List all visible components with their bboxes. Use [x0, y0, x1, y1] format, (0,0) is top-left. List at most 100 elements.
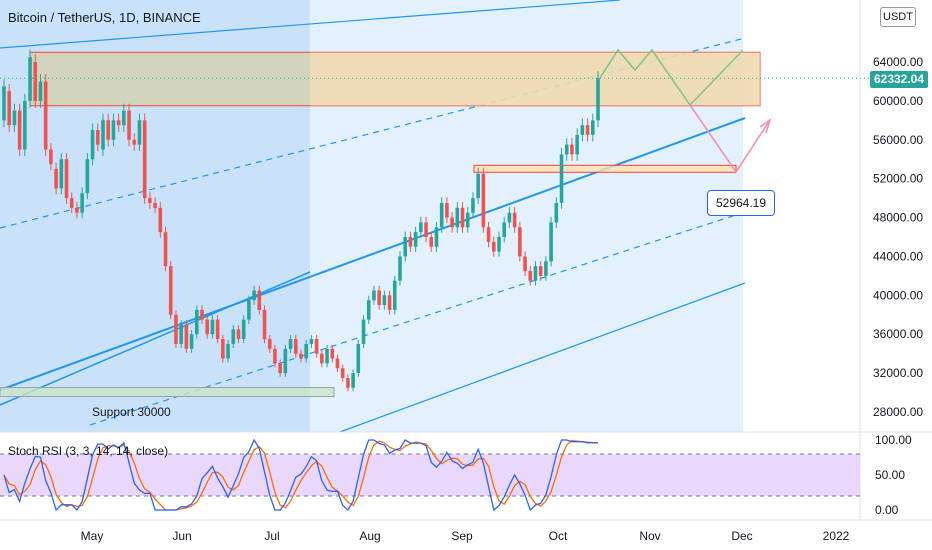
- candle-body: [403, 237, 408, 257]
- candle-body: [325, 348, 329, 364]
- candle-body: [54, 168, 58, 189]
- stoch-rsi-pane: 100.00 50.00 0.00: [0, 433, 912, 517]
- price-tick-label: 60000.00: [873, 94, 923, 108]
- candle-body: [533, 266, 538, 281]
- candle-body: [43, 81, 48, 150]
- candle-body: [361, 319, 366, 344]
- candle-body: [221, 339, 225, 359]
- resistance-zone-highlight: [310, 52, 760, 106]
- candle-body: [273, 348, 277, 364]
- candle-body: [132, 139, 137, 145]
- candle-body: [580, 125, 585, 135]
- rsi-tick-label: 50.00: [875, 468, 905, 482]
- time-tick-label: Nov: [639, 529, 660, 543]
- candle-body: [38, 81, 43, 101]
- candle-body: [215, 319, 220, 340]
- candle-body: [101, 120, 105, 150]
- candle-body: [95, 130, 100, 145]
- channel-upper-line: [0, 0, 621, 49]
- candle-body: [189, 334, 194, 349]
- candle-body: [340, 368, 345, 378]
- candle-body: [64, 159, 69, 199]
- rsi-band: [0, 454, 860, 496]
- candle-body: [538, 266, 543, 276]
- candle-body: [491, 241, 496, 252]
- candle-body: [283, 348, 288, 374]
- price-callout[interactable]: 52964.19: [707, 190, 775, 216]
- candle-body: [476, 173, 480, 199]
- candle-body: [424, 222, 428, 237]
- candle-body: [518, 227, 522, 257]
- support-label: Support 30000: [92, 405, 171, 419]
- candle-body: [445, 202, 449, 218]
- candle-body: [168, 266, 173, 315]
- candle-body: [372, 290, 376, 301]
- candle-body: [127, 110, 131, 140]
- candle-body: [564, 144, 569, 155]
- candle-body: [278, 363, 282, 374]
- candle-body: [59, 159, 64, 189]
- candle-body: [158, 207, 163, 233]
- price-tick-label: 56000.00: [873, 133, 923, 147]
- channel-lower-line: [339, 282, 746, 433]
- candle-body: [320, 353, 324, 364]
- candle-body: [460, 207, 465, 228]
- candle-body: [184, 324, 189, 349]
- channel-center-line: [0, 117, 746, 391]
- candle-body: [69, 198, 74, 208]
- projection-path: [599, 48, 744, 107]
- candle-body: [544, 261, 548, 276]
- candle-body: [75, 207, 79, 213]
- candle-body: [23, 100, 27, 150]
- chart-title: Bitcoin / TetherUS, 1D, BINANCE: [8, 10, 201, 25]
- level-box: [473, 164, 737, 173]
- time-tick-label: Aug: [359, 529, 380, 543]
- candle-body: [507, 212, 512, 223]
- candle-body: [33, 62, 38, 101]
- candles-group: [2, 49, 600, 392]
- candle-body: [512, 212, 517, 228]
- candle-body: [554, 202, 559, 223]
- candle-body: [455, 207, 460, 228]
- price-tick-label: 28000.00: [873, 405, 923, 419]
- candle-body: [351, 373, 355, 388]
- candle-body: [387, 295, 392, 310]
- rsi-k-line: [3, 438, 598, 512]
- candle-body: [7, 91, 12, 126]
- candle-body: [549, 222, 553, 262]
- candle-body: [116, 120, 121, 126]
- candle-body: [335, 358, 340, 369]
- candle-body: [85, 159, 90, 194]
- candle-body: [122, 110, 126, 126]
- time-tick-label: May: [81, 529, 104, 543]
- candle-body: [392, 280, 397, 310]
- candle-body: [528, 271, 533, 281]
- projection-arrowhead: [759, 118, 772, 134]
- candle-body: [106, 120, 111, 140]
- candle-body: [419, 222, 423, 233]
- candle-body: [90, 130, 95, 160]
- candle-body: [163, 232, 168, 267]
- candle-body: [408, 237, 413, 247]
- candle-body: [450, 217, 454, 228]
- candle-body: [80, 193, 84, 213]
- candle-body: [497, 237, 501, 252]
- support-zone: [0, 387, 335, 398]
- price-tick-label: 52000.00: [873, 172, 923, 186]
- candle-body: [2, 86, 6, 121]
- candle-body: [585, 125, 590, 135]
- projection-path-2: [689, 104, 771, 174]
- candle-body: [382, 295, 387, 306]
- candle-body: [293, 339, 298, 354]
- candle-body: [205, 319, 210, 335]
- candle-body: [356, 343, 361, 374]
- current-price-badge: 62332.04: [870, 71, 928, 88]
- candle-body: [200, 309, 204, 320]
- currency-button[interactable]: USDT: [880, 7, 916, 27]
- candle-body: [486, 227, 491, 242]
- price-tick-label: 48000.00: [873, 211, 923, 225]
- time-tick-label: 2022: [823, 529, 850, 543]
- price-tick-label: 32000.00: [873, 366, 923, 380]
- candle-body: [590, 120, 595, 135]
- candle-body: [502, 222, 507, 237]
